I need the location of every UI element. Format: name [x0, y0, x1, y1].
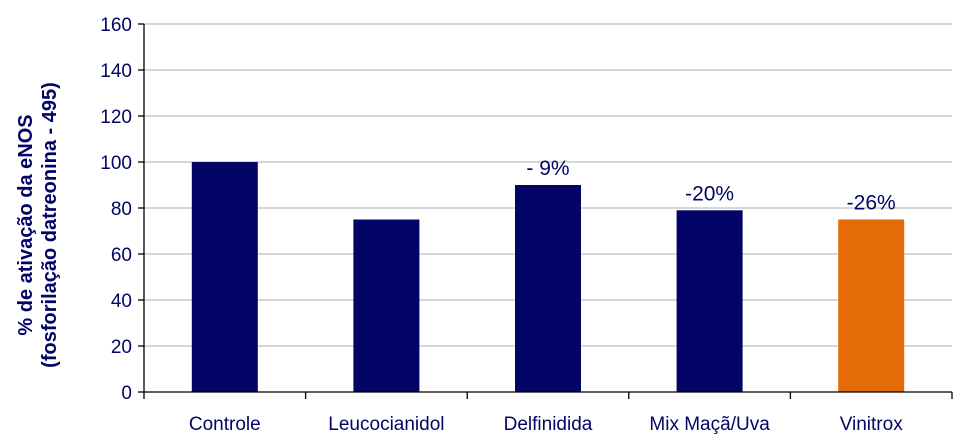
y-axis-title-line-2: (fosforilação datreonina - 495) — [39, 82, 61, 368]
data-annotations: - 9% -20% -26% — [526, 157, 895, 215]
y-tick-label: 160 — [100, 15, 132, 36]
bar-2 — [515, 185, 581, 392]
x-category-label: Controle — [189, 414, 261, 435]
bar-4 — [838, 219, 905, 392]
y-tick-label: 40 — [111, 291, 132, 312]
bars — [191, 162, 905, 392]
x-category-label: Leucocianidol — [328, 414, 444, 435]
x-category-label: Vinitrox — [840, 414, 904, 435]
bar-1 — [353, 219, 420, 392]
y-tick-label: 120 — [100, 107, 132, 128]
y-tick-label: 20 — [111, 337, 132, 358]
x-category-labels: Controle Leucocianidol Delfinidida Mix Maçã… — [189, 414, 903, 435]
data-label: -20% — [685, 182, 734, 205]
y-tick-label: 80 — [111, 199, 132, 220]
y-tick-label: 0 — [121, 383, 132, 404]
y-tick-label: 100 — [100, 153, 132, 174]
axes — [138, 23, 953, 399]
data-label: - 9% — [526, 157, 569, 180]
bar-3 — [676, 210, 743, 392]
y-tick-label: 60 — [111, 245, 132, 266]
y-axis-title-line-1: % de ativação da eNOS — [15, 114, 37, 335]
x-category-label: Delfinidida — [504, 414, 593, 435]
bar-0 — [191, 162, 258, 392]
y-tick-labels: 0 20 40 60 80 100 120 140 160 — [100, 15, 132, 404]
y-tick-label: 140 — [100, 61, 132, 82]
y-axis-title: % de ativação da eNOS (fosforilação datr… — [15, 82, 61, 368]
data-label: -26% — [847, 192, 896, 215]
x-category-label: Mix Maçã/Uva — [649, 414, 770, 435]
